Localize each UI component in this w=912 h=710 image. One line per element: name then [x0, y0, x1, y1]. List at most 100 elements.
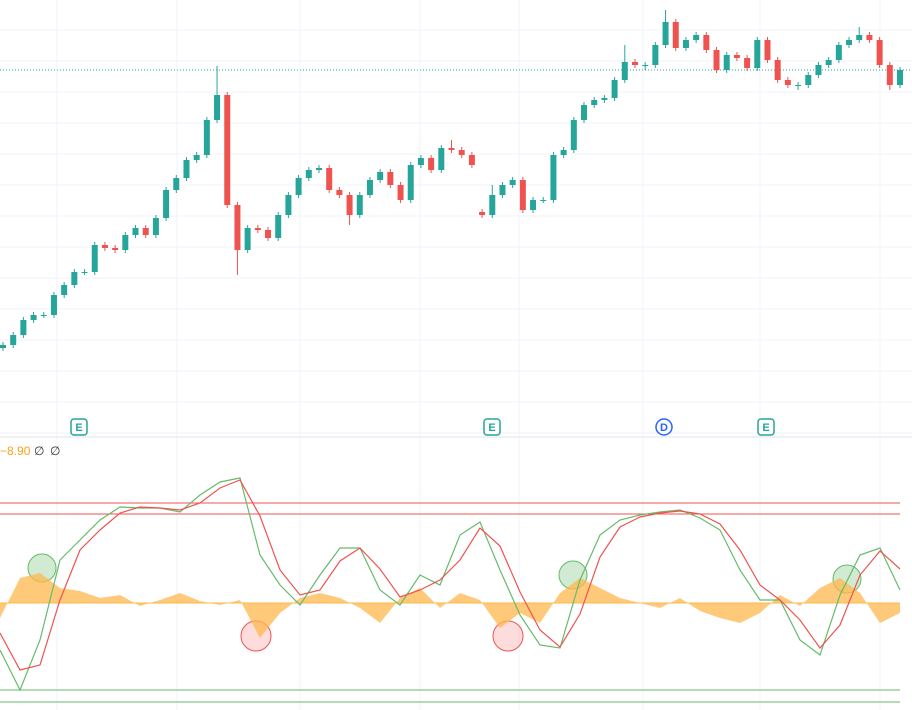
- candle-body: [71, 272, 78, 285]
- candle-body: [326, 168, 333, 190]
- candle-body: [193, 155, 200, 160]
- candle-body: [81, 272, 88, 273]
- candle-body: [285, 195, 292, 215]
- candle-body: [550, 155, 557, 200]
- candle-body: [682, 40, 689, 48]
- candle-body: [652, 45, 659, 65]
- candle-body: [366, 180, 373, 195]
- legend-value: −8.90: [0, 444, 31, 458]
- event-badge[interactable]: E: [483, 418, 501, 436]
- candle-body: [214, 95, 221, 120]
- candle-body: [132, 228, 139, 235]
- candle-body: [703, 35, 710, 50]
- candle-body: [428, 158, 435, 170]
- candle-body: [30, 315, 37, 320]
- candle-body: [631, 62, 638, 65]
- candle-body: [163, 190, 170, 218]
- oscillator-line: [0, 479, 901, 671]
- candle-body: [733, 55, 740, 58]
- candle-body: [315, 168, 322, 170]
- candle-body: [866, 35, 873, 40]
- candle-body: [387, 172, 394, 185]
- legend-mark: ∅: [50, 444, 60, 458]
- candle-body: [621, 62, 628, 80]
- candle-body: [642, 65, 649, 66]
- candle-body: [101, 245, 108, 248]
- candle-body: [295, 178, 302, 195]
- histogram-area: [0, 573, 900, 638]
- candle-body: [519, 180, 526, 210]
- candle-body: [91, 245, 98, 272]
- candle-body: [754, 40, 761, 68]
- candle-body: [581, 105, 588, 120]
- candle-body: [10, 335, 17, 345]
- candle-body: [40, 315, 47, 316]
- candle-body: [336, 190, 343, 195]
- candle-body: [744, 58, 751, 68]
- candle-body: [713, 50, 720, 70]
- candle-body: [509, 180, 516, 185]
- legend-mark: ∅: [34, 444, 44, 458]
- event-badge[interactable]: E: [70, 418, 88, 436]
- candle-body: [479, 212, 486, 215]
- candle-body: [112, 248, 119, 250]
- candle-body: [825, 60, 832, 65]
- candle-body: [356, 195, 363, 215]
- event-label: E: [75, 422, 82, 434]
- candle-body: [499, 185, 506, 195]
- event-label: D: [660, 422, 668, 434]
- candle-body: [530, 200, 537, 210]
- event-badge[interactable]: E: [757, 418, 775, 436]
- candle-body: [611, 80, 618, 98]
- candle-body: [489, 195, 496, 215]
- candle-body: [591, 100, 598, 105]
- candle-body: [764, 40, 771, 60]
- candle-body: [693, 35, 700, 40]
- candle-body: [50, 295, 57, 315]
- oscillator-line: [0, 477, 901, 692]
- candle-body: [805, 75, 812, 85]
- candle-body: [815, 65, 822, 75]
- candle-body: [856, 35, 863, 40]
- candle-body: [224, 95, 231, 205]
- candle-body: [448, 148, 455, 150]
- candle-body: [254, 228, 261, 230]
- candle-body: [346, 195, 353, 215]
- event-badge[interactable]: D: [655, 418, 673, 436]
- candle-body: [173, 178, 180, 190]
- candle-body: [234, 205, 241, 250]
- candle-body: [540, 200, 547, 201]
- candle-body: [0, 345, 6, 348]
- candle-body: [397, 185, 404, 200]
- candle-body: [438, 148, 445, 170]
- event-label: E: [762, 422, 769, 434]
- candle-body: [784, 80, 791, 85]
- candle-body: [142, 228, 149, 235]
- candle-body: [774, 60, 781, 80]
- candle-body: [723, 55, 730, 70]
- candle-body: [468, 155, 475, 165]
- candle-body: [152, 218, 159, 235]
- candle-body: [897, 70, 903, 85]
- signal-circle: [492, 620, 524, 652]
- candle-body: [886, 65, 893, 85]
- candle-body: [560, 150, 567, 155]
- candle-body: [795, 85, 802, 86]
- event-label: E: [488, 422, 495, 434]
- candle-body: [377, 172, 384, 180]
- candle-body: [876, 40, 883, 65]
- candle-body: [662, 22, 669, 45]
- candle-body: [203, 120, 210, 155]
- candle-body: [570, 120, 577, 150]
- candle-body: [265, 230, 272, 238]
- candle-body: [20, 320, 27, 335]
- candle-body: [846, 40, 853, 45]
- candle-body: [122, 235, 129, 250]
- candle-body: [61, 285, 68, 295]
- candle-body: [672, 22, 679, 48]
- candle-body: [244, 228, 251, 250]
- candle-body: [407, 165, 414, 200]
- candle-body: [275, 215, 282, 238]
- candle-body: [835, 45, 842, 60]
